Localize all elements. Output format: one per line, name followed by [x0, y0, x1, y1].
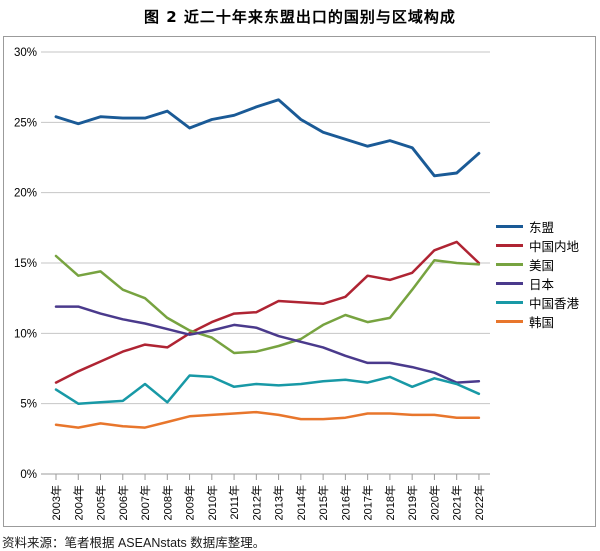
x-tick-label: 2017年: [361, 485, 375, 520]
legend-item-china-mainland: 中国内地: [496, 236, 596, 255]
legend-swatch-china-mainland: [496, 244, 523, 247]
y-tick-label: 15%: [14, 258, 37, 270]
x-tick-label: 2016年: [338, 485, 352, 520]
legend-swatch-asean: [496, 225, 523, 228]
legend-item-usa: 美国: [496, 255, 596, 274]
source-note: 资料来源：笔者根据 ASEANstats 数据库整理。: [2, 536, 266, 550]
x-tick-label: 2012年: [249, 485, 263, 520]
legend-item-korea: 韩国: [496, 312, 596, 331]
legend-label-china-mainland: 中国内地: [529, 240, 580, 254]
legend-label-japan: 日本: [529, 278, 555, 292]
x-tick-label: 2008年: [160, 485, 174, 520]
chart-frame: 0% 5% 10% 15% 20% 25% 30% 2003年 2004年 2005年 2006年 2…: [3, 36, 596, 527]
x-tick-label: 2006年: [116, 485, 130, 520]
y-tick-label: 25%: [14, 117, 37, 129]
legend-swatch-usa: [496, 263, 523, 266]
legend-swatch-hong-kong: [496, 301, 523, 304]
x-tick-label: 2018年: [383, 485, 397, 520]
legend-label-hong-kong: 中国香港: [529, 297, 580, 311]
x-tick-label: 2003年: [49, 485, 63, 520]
series-line-korea: [54, 410, 481, 429]
y-tick-label: 10%: [14, 328, 37, 340]
legend-label-korea: 韩国: [529, 316, 555, 330]
x-tick-label: 2014年: [294, 485, 308, 520]
legend-item-hong-kong: 中国香港: [496, 293, 596, 312]
x-tick-label: 2005年: [94, 485, 108, 520]
legend-item-asean: 东盟: [496, 217, 596, 236]
x-tick-label: 2004年: [71, 485, 85, 520]
x-tick-label: 2013年: [272, 485, 286, 520]
y-tick-label: 0%: [20, 469, 37, 481]
x-tick-label: 2020年: [427, 485, 441, 520]
legend-label-asean: 东盟: [529, 221, 555, 235]
line-chart: 0% 5% 10% 15% 20% 25% 30% 2003年 2004年 2005年 2006年 2…: [14, 47, 490, 520]
y-tick-label: 5%: [20, 399, 37, 411]
chart-legend: 东盟中国内地美国日本中国香港韩国: [496, 217, 596, 331]
legend-swatch-japan: [496, 282, 523, 285]
series-line-usa: [54, 254, 481, 355]
y-tick-label: 30%: [14, 47, 37, 59]
series-line-china-mainland: [54, 240, 481, 384]
y-tick-label: 20%: [14, 188, 37, 200]
x-tick-label: 2021年: [450, 485, 464, 520]
x-tick-label: 2009年: [183, 485, 197, 520]
x-tick-label: 2010年: [205, 485, 219, 520]
x-tick-label: 2022年: [472, 485, 486, 520]
x-tick-label: 2015年: [316, 485, 330, 520]
series-line-asean: [54, 98, 481, 178]
series-line-hong-kong: [54, 374, 481, 405]
x-tick-label: 2011年: [227, 485, 241, 520]
legend-swatch-korea: [496, 320, 523, 323]
series-line-japan: [54, 305, 481, 384]
legend-label-usa: 美国: [529, 259, 555, 273]
x-tick-label: 2019年: [405, 485, 419, 520]
legend-item-japan: 日本: [496, 274, 596, 293]
x-tick-label: 2007年: [138, 485, 152, 520]
figure-title: 图 2 近二十年来东盟出口的国别与区域构成: [144, 8, 456, 26]
